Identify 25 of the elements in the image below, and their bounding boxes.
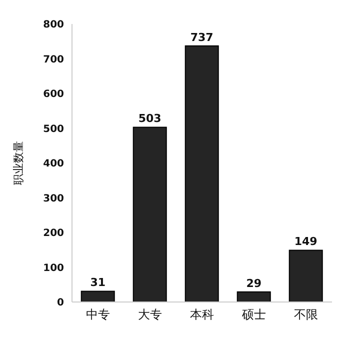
bar <box>236 291 271 302</box>
bar <box>288 250 323 302</box>
y-tick-label: 0 <box>57 298 64 309</box>
x-tick-label: 大专 <box>138 308 162 322</box>
y-axis-title: 职业数量 <box>12 141 25 185</box>
y-tick-label: 400 <box>43 158 64 170</box>
x-tick-label: 中专 <box>86 308 110 322</box>
bar <box>132 126 167 302</box>
y-tick-label: 300 <box>43 193 64 204</box>
y-tick-label: 800 <box>43 20 64 31</box>
y-tick-label: 100 <box>43 262 64 274</box>
y-tick-label: 600 <box>43 89 64 100</box>
data-label: 503 <box>138 112 162 126</box>
data-label: 149 <box>294 235 318 248</box>
bar <box>80 290 115 302</box>
bar <box>184 45 219 302</box>
data-label: 29 <box>246 276 262 290</box>
x-tick-label: 不限 <box>294 308 318 322</box>
y-tick-label: 200 <box>43 228 64 240</box>
data-label: 31 <box>90 276 106 290</box>
y-tick-label: 500 <box>43 124 64 135</box>
x-tick-label: 本科 <box>190 308 214 322</box>
x-tick-label: 硕士 <box>241 308 266 322</box>
data-label: 737 <box>190 30 214 44</box>
y-tick-label: 700 <box>43 54 64 66</box>
